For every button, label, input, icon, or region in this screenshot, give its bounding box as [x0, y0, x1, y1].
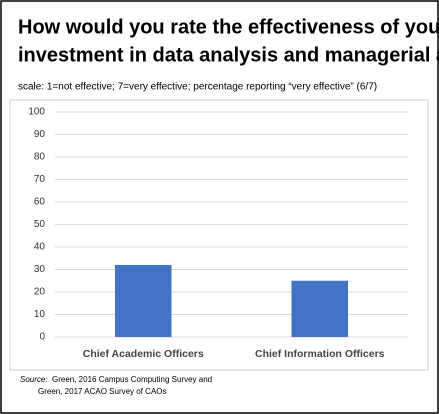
subtitle: scale: 1=not effective; 7=very effective…	[18, 82, 377, 93]
source: Green, 2016 Campus Computing Survey and	[52, 375, 212, 384]
plot-frame	[9, 99, 429, 371]
source-label: Source:	[20, 375, 48, 384]
source: Green, 2017 ACAO Survey of CAOs	[38, 387, 167, 396]
chart-title: How would you rate the effectiveness of …	[18, 16, 439, 38]
y-tick-label: 90	[34, 129, 46, 140]
y-tick-label: 20	[34, 287, 46, 298]
y-tick-label: 80	[34, 152, 46, 163]
y-tick-label: 10	[34, 309, 46, 320]
x-tick-label: Chief Academic Officers	[83, 348, 204, 360]
bar	[115, 265, 172, 337]
y-tick-label: 0	[39, 332, 45, 343]
y-tick-label: 50	[34, 219, 46, 230]
chart-title: investment in data analysis and manageri…	[18, 44, 439, 66]
y-tick-label: 40	[34, 242, 46, 253]
bar	[291, 280, 348, 337]
y-tick-label: 30	[34, 264, 46, 275]
x-tick-label: Chief Information Officers	[255, 348, 385, 360]
y-tick-label: 70	[34, 174, 46, 185]
y-tick-label: 60	[34, 197, 46, 208]
y-tick-label: 100	[28, 107, 45, 118]
